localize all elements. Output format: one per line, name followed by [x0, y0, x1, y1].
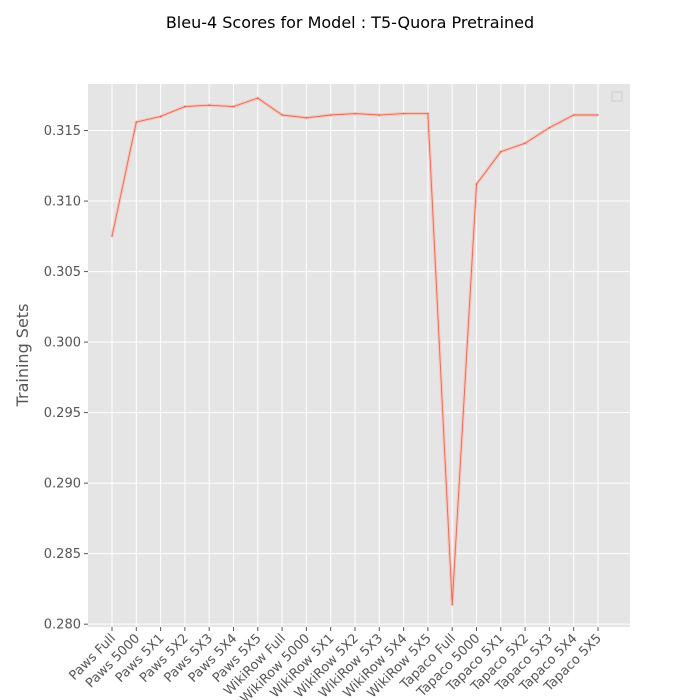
data-point [184, 105, 186, 108]
y-tick-label: 0.295 [44, 406, 81, 421]
data-point [354, 112, 356, 115]
data-point [281, 114, 283, 116]
grid [88, 84, 630, 627]
data-point [548, 126, 551, 129]
data-point [305, 117, 308, 119]
data-point [572, 114, 575, 116]
data-point [159, 115, 162, 118]
data-point [500, 150, 502, 153]
data-point [597, 114, 599, 116]
y-tick-label: 0.290 [44, 477, 81, 492]
y-tick-label: 0.315 [44, 124, 81, 139]
data-point [135, 121, 138, 123]
data-point [402, 112, 405, 115]
y-tick-label: 0.305 [44, 265, 81, 280]
data-point [378, 114, 381, 116]
data-point [451, 603, 454, 606]
y-axis: 0.280 0.285 0.290 0.295 0.300 0.305 0.310 0.315 [44, 124, 88, 633]
plot-area [88, 84, 630, 627]
data-point [208, 104, 210, 106]
legend [611, 91, 623, 102]
y-axis-label: Training Sets [13, 304, 32, 408]
data-point [475, 183, 478, 185]
y-tick-label: 0.285 [44, 547, 81, 562]
data-point [232, 105, 235, 108]
data-point [111, 235, 113, 238]
series-line [110, 96, 599, 607]
data-point [524, 142, 526, 145]
y-tick-label: 0.300 [44, 336, 81, 351]
y-tick-label: 0.310 [44, 195, 81, 210]
data-point [257, 97, 259, 99]
chart-title: Bleu-4 Scores for Model : T5-Quora Pretr… [166, 13, 534, 32]
data-point [427, 112, 429, 115]
data-point [329, 114, 332, 116]
y-tick-label: 0.280 [44, 618, 81, 633]
